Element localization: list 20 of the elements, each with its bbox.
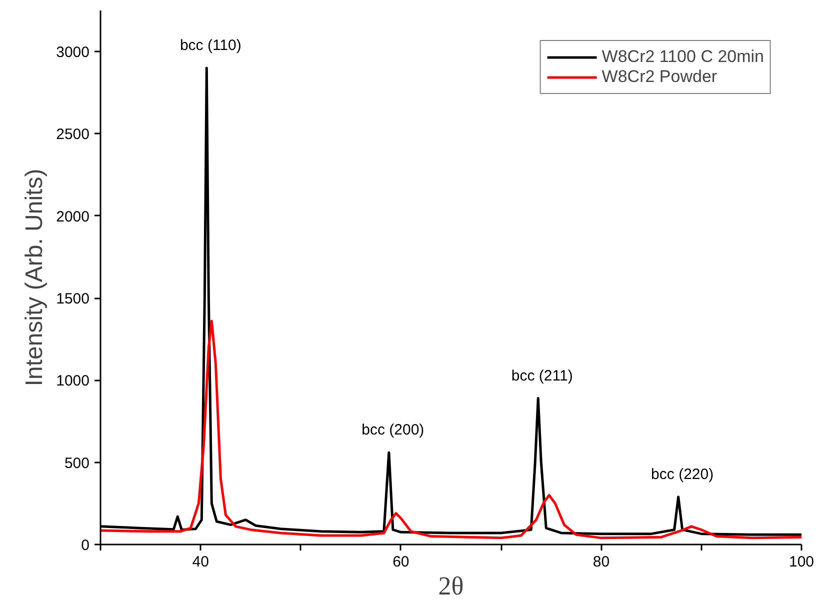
y-tick-label: 2500	[56, 126, 90, 144]
annotation: bcc (200)	[362, 421, 424, 438]
annotation: bcc (220)	[651, 466, 714, 483]
x-tick-label: 60	[392, 554, 410, 570]
line-series	[100, 320, 802, 540]
x-axis-title: 2θ	[438, 572, 464, 600]
y-tick-label: 1500	[56, 290, 90, 308]
y-tick-label: 0	[81, 537, 90, 554]
legend-label: W8Cr2 1100 C 20min	[602, 47, 764, 67]
x-tick-label: 40	[192, 554, 209, 570]
y-tick-label: 500	[64, 454, 90, 472]
annotation: bcc (110)	[180, 37, 242, 54]
legend-label: W8Cr2 Powder	[602, 67, 718, 87]
annotation: bcc (211)	[511, 367, 573, 384]
y-axis-title: Intensity (Arb. Units)	[21, 168, 48, 386]
y-tick-label: 2000	[56, 208, 90, 226]
x-tick-label: 100	[788, 554, 814, 570]
y-tick-label: 1000	[56, 372, 90, 390]
y-tick-label: 3000	[56, 44, 90, 62]
x-tick-label: 80	[592, 554, 610, 570]
